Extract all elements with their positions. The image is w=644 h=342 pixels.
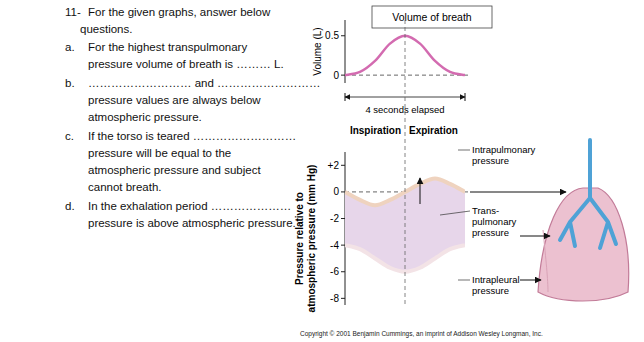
- series-label: Intrapleuralpressure: [472, 274, 520, 296]
- item-letter: c.: [65, 130, 74, 142]
- item-letter: d.: [65, 200, 75, 212]
- series-label-line: pressure: [472, 155, 509, 166]
- y-tick: [341, 245, 345, 246]
- series-label-line: pressure: [472, 285, 509, 296]
- y-tick-label: -8: [330, 293, 339, 304]
- item-line: pressure volume of breath is ……… L.: [88, 58, 284, 70]
- item-line: pressure is above atmospheric pressure.: [88, 217, 296, 229]
- y-tick: [341, 271, 345, 272]
- pointer-arrow: [470, 192, 566, 193]
- pointer-arrow: [520, 280, 541, 281]
- series-label-line: Intrapleural: [472, 274, 520, 285]
- y-axis-label: atmospheric pressure (mm Hg): [306, 165, 317, 313]
- copyright: Copyright © 2001 Benjamin Cummings, an i…: [300, 330, 543, 338]
- pressure-arrow: [420, 178, 421, 204]
- y-tick-label: 0.5: [325, 30, 339, 41]
- phase-divider: [405, 20, 406, 305]
- lung-diagram: [470, 140, 629, 301]
- phase-label: Expiration: [409, 125, 458, 136]
- band-label-line: pressure: [472, 227, 509, 238]
- band-label: Trans-pulmonarypressure: [472, 205, 517, 238]
- y-tick-label: 0: [333, 70, 339, 81]
- item-line: cannot breath.: [88, 181, 162, 193]
- y-axis-label: Pressure relative to: [294, 192, 305, 285]
- item-line: If the torso is teared ………………………: [88, 130, 296, 142]
- band-label-line: Trans-: [472, 205, 499, 216]
- series-label: Intrapulmonarypressure: [472, 144, 536, 166]
- leader-line: [440, 211, 470, 215]
- y-axis-label: Volume (L): [312, 27, 323, 75]
- y-tick: [341, 165, 345, 166]
- page: 11- For the given graphs, answer below que…: [0, 0, 644, 342]
- question-intro: questions.: [80, 23, 132, 35]
- item-line: atmospheric pressure and subject: [88, 164, 261, 176]
- item-line: pressure values are always below: [88, 94, 261, 106]
- pressure-chart: Inspiration Expiration Pressure relative t…: [294, 125, 536, 312]
- duration-end: [345, 93, 346, 101]
- item-letter: b.: [65, 77, 75, 89]
- y-axis-line: [345, 20, 346, 83]
- y-tick-label: 0: [333, 186, 339, 197]
- y-tick-label: -2: [330, 213, 339, 224]
- title-box: [372, 6, 492, 28]
- item-letter: a.: [65, 41, 75, 53]
- pointer-arrow: [520, 236, 550, 237]
- questions: 11- For the given graphs, answer below que…: [65, 6, 321, 229]
- series-label-line: Intrapulmonary: [472, 144, 536, 155]
- duration-end: [465, 93, 466, 101]
- y-tick: [341, 191, 345, 192]
- question-number: 11-: [65, 6, 81, 18]
- y-tick: [341, 298, 345, 299]
- leader-line: [458, 150, 470, 151]
- pleura: [543, 230, 548, 292]
- band-label-line: pulmonary: [472, 216, 517, 227]
- y-tick: [341, 75, 345, 76]
- item-line: In the exhalation period …………………: [88, 200, 291, 212]
- y-tick-label: -6: [330, 266, 339, 277]
- item-line: ……………………… and ………………………: [88, 77, 321, 89]
- question-intro: For the given graphs, answer below: [88, 6, 271, 18]
- chart-title: Volume of breath: [392, 11, 472, 23]
- y-tick-label: +2: [328, 160, 340, 171]
- leader-line: [458, 280, 470, 281]
- item-line: For the highest transpulmonary: [88, 41, 247, 53]
- phase-label: Inspiration: [350, 125, 401, 136]
- airways: [560, 140, 616, 248]
- item-line: pressure will be equal to the: [88, 147, 231, 159]
- item-line: atmospheric pressure.: [88, 111, 202, 123]
- zero-line: [345, 75, 471, 76]
- volume-chart: Volume of breathVolume (L)00.54 seconds …: [312, 6, 492, 115]
- y-tick: [341, 35, 345, 36]
- y-tick: [341, 218, 345, 219]
- y-tick-label: -4: [330, 240, 339, 251]
